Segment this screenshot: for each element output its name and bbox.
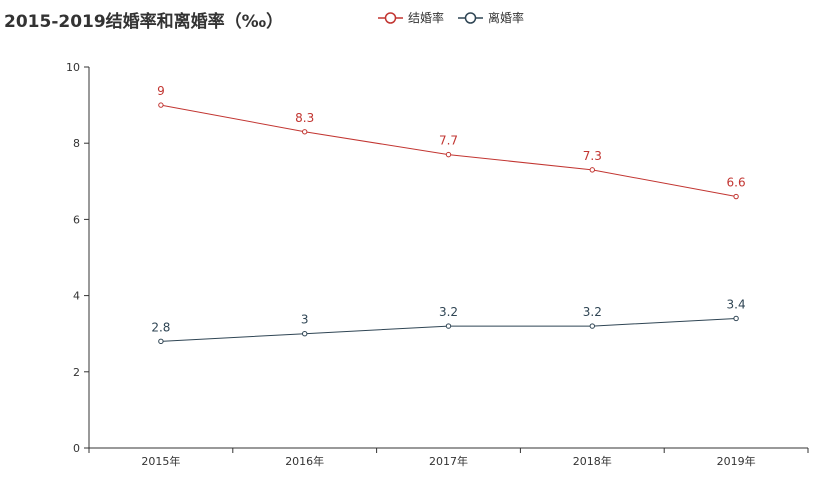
legend-marker-icon	[464, 12, 477, 24]
data-label: 7.7	[439, 134, 458, 148]
data-label: 6.6	[727, 176, 746, 190]
data-label: 9	[157, 84, 165, 98]
data-point[interactable]	[158, 338, 164, 345]
data-point[interactable]	[589, 167, 595, 173]
chart-title: 2015-2019结婚率和离婚率（‰）	[4, 11, 283, 32]
data-label-layer: 9 8.3 7.7 7.3 6.6 2.8 3 3.2 3.2 3.4	[151, 84, 745, 334]
data-label: 3	[301, 313, 309, 327]
data-point[interactable]	[733, 193, 739, 200]
legend: 结婚率 离婚率	[378, 10, 524, 25]
y-tick-label: 10	[66, 61, 80, 74]
legend-item-0[interactable]: 结婚率	[378, 10, 444, 25]
legend-label: 离婚率	[488, 10, 524, 25]
legend-marker-icon	[384, 12, 397, 24]
y-tick-label: 8	[73, 137, 80, 150]
data-label: 3.4	[727, 297, 746, 311]
data-point[interactable]	[445, 323, 452, 329]
data-label: 3.2	[439, 305, 458, 319]
data-point[interactable]	[733, 315, 739, 322]
data-label: 8.3	[295, 111, 314, 125]
axes: 0 2 4 6 8 10 2015年 2016年 2017年 2018年 2019年	[66, 61, 809, 468]
x-tick-label: 2017年	[429, 454, 468, 468]
y-tick-label: 2	[73, 366, 80, 379]
data-label: 7.3	[583, 149, 602, 163]
series-line-0	[160, 104, 737, 198]
series-layer	[158, 102, 739, 345]
legend-item-1[interactable]: 离婚率	[458, 10, 524, 25]
data-point[interactable]	[158, 102, 164, 108]
x-tick-label: 2015年	[141, 454, 180, 468]
data-point[interactable]	[302, 331, 308, 337]
x-tick-label: 2019年	[717, 454, 756, 468]
legend-label: 结婚率	[408, 10, 444, 25]
x-tick-label: 2018年	[573, 454, 612, 468]
y-tick-label: 4	[73, 290, 80, 303]
x-tick-label: 2016年	[285, 454, 324, 468]
data-label: 3.2	[583, 305, 602, 319]
y-tick-label: 0	[73, 442, 80, 455]
y-tick-label: 6	[73, 213, 80, 226]
series-line-1	[160, 317, 737, 342]
data-label: 2.8	[151, 320, 170, 334]
data-point[interactable]	[445, 151, 452, 158]
data-point[interactable]	[589, 323, 595, 329]
data-point[interactable]	[302, 129, 308, 135]
